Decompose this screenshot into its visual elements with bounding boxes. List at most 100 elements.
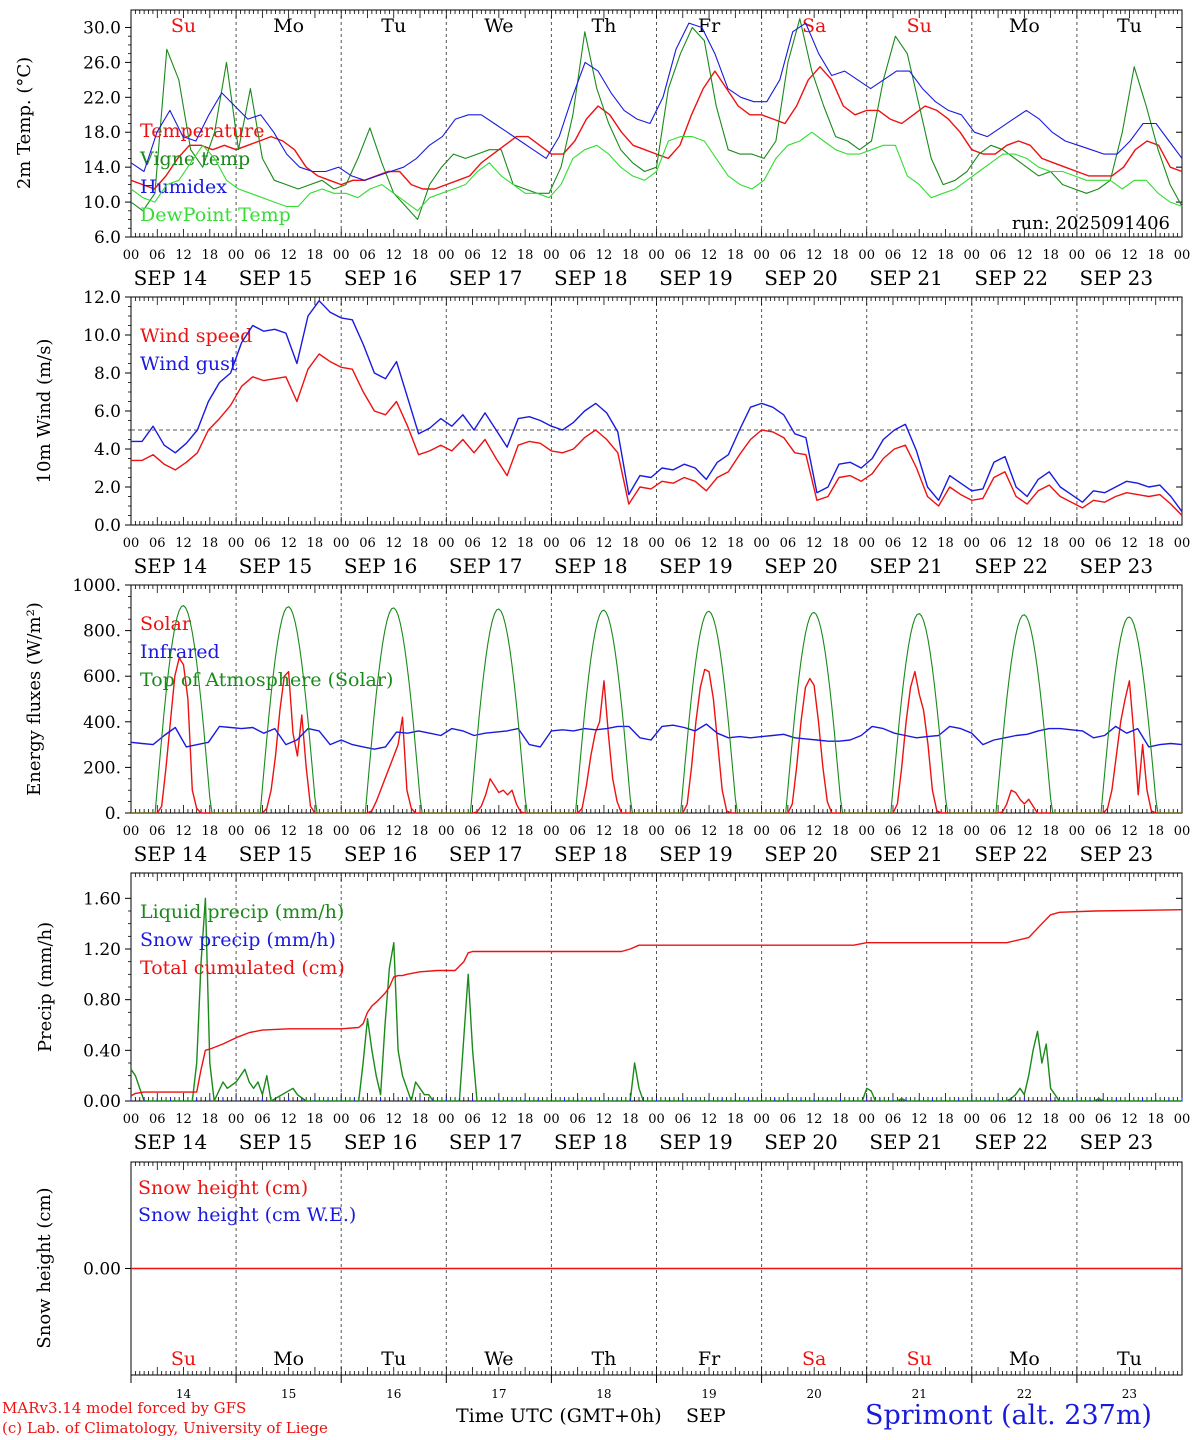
panel-1-y-tick-label: 22.0: [83, 88, 121, 108]
panel-2-hour-label: 12: [1121, 536, 1138, 551]
day-name-top: Su: [171, 15, 196, 37]
panel-1-hour-label: 18: [307, 248, 324, 263]
panel-2-hour-label: 18: [622, 536, 639, 551]
panel-4-hour-label: 06: [359, 1112, 376, 1127]
panel-1-legend-entry: Temperature: [140, 120, 264, 142]
panel-1-run-annotation: run: 2025091406: [1012, 213, 1170, 234]
day-name-bottom: Sa: [802, 1348, 826, 1370]
panel-4-hour-label: 06: [990, 1112, 1007, 1127]
panel-4-hour-label: 18: [937, 1112, 954, 1127]
panel-4-hour-label: 00: [228, 1112, 245, 1127]
panel-4-series-liquid-precip-mm-h: [130, 897, 1182, 1102]
panel-2-date-label: SEP 21: [869, 554, 943, 578]
panel-1-y-tick-label: 6.0: [94, 228, 121, 248]
panel-4-hour-label-end: 00: [1174, 1112, 1191, 1127]
panel-2-hour-label: 18: [202, 536, 219, 551]
panel-2-date-label: SEP 16: [344, 554, 418, 578]
panel-1-hour-label: 06: [359, 248, 376, 263]
panel-2-date-label: SEP 18: [554, 554, 628, 578]
panel-3-hour-label: 12: [596, 824, 613, 839]
panel-2-hour-label: 00: [858, 536, 875, 551]
panel-3-hour-label: 18: [1147, 824, 1164, 839]
panel-2-hour-label: 00: [438, 536, 455, 551]
panel-3-hour-label: 06: [990, 824, 1007, 839]
panel-1-date-label: SEP 16: [344, 266, 418, 290]
panel-3-hour-label: 00: [648, 824, 665, 839]
panel-3-hour-label: 06: [1095, 824, 1112, 839]
panel-3-hour-label: 18: [727, 824, 744, 839]
panel-4-hour-label: 18: [412, 1112, 429, 1127]
panel-2-hour-label: 06: [254, 536, 271, 551]
panel-3-hour-label: 18: [412, 824, 429, 839]
panel-1-series-temperature: [130, 66, 1183, 190]
panel-2-hour-label: 00: [753, 536, 770, 551]
panel-2-y-tick-label: 12.0: [83, 288, 121, 308]
panel-2-date-label: SEP 23: [1080, 554, 1154, 578]
panel-1-hour-label: 12: [1121, 248, 1138, 263]
panel-5-legend-entry: Snow height (cm W.E.): [138, 1204, 356, 1226]
panel-4-y-tick-label: 1.20: [83, 940, 121, 960]
panel-3-hour-label: 18: [832, 824, 849, 839]
panel-1-hour-label: 18: [1042, 248, 1059, 263]
panel-4-hour-label: 12: [911, 1112, 928, 1127]
panel-4-y-tick-label: 0.00: [83, 1092, 121, 1112]
day-name-bottom: Tu: [1117, 1348, 1142, 1370]
panel-3-legend-entry: Top of Atmosphere (Solar): [140, 669, 393, 691]
panel-3-hour-label: 00: [333, 824, 350, 839]
panel-1-hour-label: 18: [622, 248, 639, 263]
panel-4-series-total-cumulated-cm: [130, 909, 1183, 1097]
panel-2-hour-label: 18: [517, 536, 534, 551]
panel-2-y-tick-label: 10.0: [83, 326, 121, 346]
panel-2-hour-label: 06: [780, 536, 797, 551]
panel-3-date-label: SEP 23: [1080, 842, 1154, 866]
panel-5-legend-entry: Snow height (cm): [138, 1177, 308, 1199]
panel-4-hour-label: 12: [280, 1112, 297, 1127]
panel-1-date-label: SEP 15: [239, 266, 313, 290]
panel-4-y-tick-label: 0.80: [83, 991, 121, 1011]
panel-3-series-top-of-atmosphere-solar: [131, 605, 1182, 814]
panel-4-hour-label: 18: [1147, 1112, 1164, 1127]
panel-1-hour-label: 00: [858, 248, 875, 263]
panel-1-hour-label: 06: [675, 248, 692, 263]
panel-2-hour-label: 18: [412, 536, 429, 551]
panel-4-date-label: SEP 17: [449, 1130, 523, 1154]
panel-2-hour-label: 12: [385, 536, 402, 551]
panel-1-hour-label: 00: [333, 248, 350, 263]
panel-2-hour-label: 18: [727, 536, 744, 551]
day-name-top: Su: [907, 15, 932, 37]
panel-3-hour-label: 06: [149, 824, 166, 839]
panel-2-hour-label: 12: [1016, 536, 1033, 551]
panel-1-hour-label: 18: [832, 248, 849, 263]
panel-4-hour-label: 00: [1069, 1112, 1086, 1127]
panel-4-hour-label: 00: [333, 1112, 350, 1127]
x-axis-month: SEP: [686, 1405, 726, 1427]
panel-2-hour-label: 00: [964, 536, 981, 551]
panel-4-legend-entry: Liquid precip (mm/h): [140, 901, 344, 923]
panel-2-hour-label: 06: [149, 536, 166, 551]
panel-5-y-axis-label: Snow height (cm): [34, 1187, 55, 1348]
day-name-top: Tu: [381, 15, 406, 37]
panel-3-y-tick-label: 1000.: [72, 576, 121, 596]
panel-4-hour-label: 18: [307, 1112, 324, 1127]
panel-3-date-label: SEP 17: [449, 842, 523, 866]
panel-1-y-tick-label: 30.0: [83, 18, 121, 38]
day-name-top: Fr: [698, 15, 721, 37]
day-name-top: Mo: [1009, 15, 1040, 37]
day-name-top: Sa: [802, 15, 826, 37]
panel-2-date-label: SEP 15: [239, 554, 313, 578]
panel-1-hour-label-end: 00: [1174, 248, 1191, 263]
panel-3-hour-label: 00: [858, 824, 875, 839]
panel-3-hour-label: 00: [123, 824, 140, 839]
panel-3-hour-label: 18: [622, 824, 639, 839]
panel-5-y-tick-label: 0.00: [83, 1260, 121, 1280]
panel-3-hour-label: 12: [911, 824, 928, 839]
panel-2-y-tick-label: 4.0: [94, 440, 121, 460]
panel-2-hour-label: 06: [569, 536, 586, 551]
panel-4-hour-label: 06: [254, 1112, 271, 1127]
panel-1-hour-label: 00: [543, 248, 560, 263]
panel-3-hour-label: 18: [937, 824, 954, 839]
panel-2-hour-label: 00: [228, 536, 245, 551]
panel-3-hour-label: 12: [701, 824, 718, 839]
panel-3-hour-label: 06: [464, 824, 481, 839]
credit-line-1: MARv3.14 model forced by GFS: [2, 1399, 247, 1417]
